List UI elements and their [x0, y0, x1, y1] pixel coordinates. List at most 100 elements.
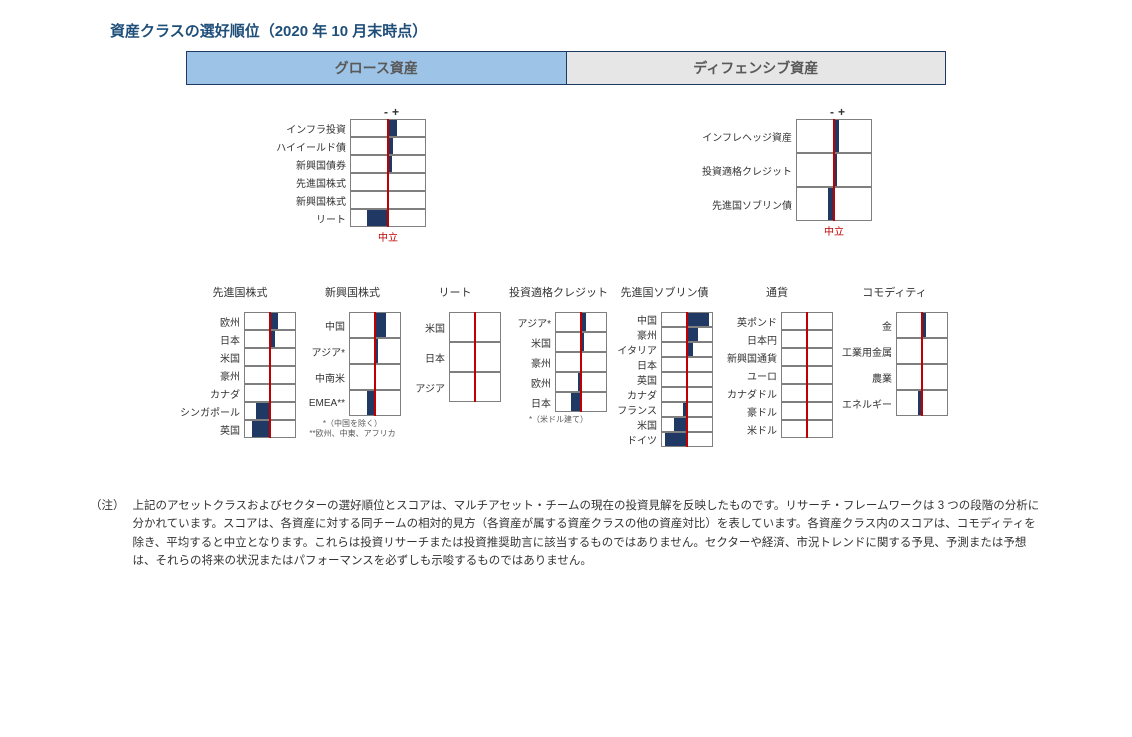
chart-cell-pos: [270, 366, 296, 384]
chart-cell-pos: [687, 357, 713, 372]
chart-cell-neg: [244, 402, 270, 420]
chart-cell-neg: [244, 312, 270, 330]
chart-cell-pos: [475, 312, 501, 342]
neutral-line: [921, 390, 923, 416]
chart-cell-neg: [661, 357, 687, 372]
chart-row: 米国: [409, 312, 501, 342]
neutral-line: [686, 387, 688, 402]
chart-cell-neg: [796, 187, 834, 221]
neutral-line: [921, 338, 923, 364]
chart-cell-pos: [687, 327, 713, 342]
chart-cell-pos: [388, 119, 426, 137]
neutral-line: [686, 312, 688, 327]
bar-negative: [252, 421, 270, 437]
tab-growth: グロース資産: [187, 52, 567, 84]
chart-row-label: 英国: [616, 372, 661, 387]
chart-cell-pos: [270, 348, 296, 366]
chart-cell-neg: [555, 332, 581, 352]
chart-cell-neg: [661, 342, 687, 357]
chart-cell-neg: [781, 348, 807, 366]
chart-row-label: 中国: [616, 312, 661, 327]
sub-chart-title: 新興国株式: [325, 284, 380, 300]
chart-row: 投資適格クレジット: [686, 153, 872, 187]
chart-row-label: アジア: [409, 372, 449, 402]
disclaimer-text: 上記のアセットクラスおよびセクターの選好順位とスコアは、マルチアセット・チームの…: [133, 497, 1043, 571]
neutral-line: [269, 312, 271, 330]
chart-row-label: インフレヘッジ資産: [686, 119, 796, 153]
chart-cell-pos: [270, 420, 296, 438]
chart-row: 先進国株式: [260, 173, 426, 191]
chart-cell-neg: [349, 364, 375, 390]
chart-cell-pos: [807, 420, 833, 438]
chart-cell-neg: [449, 372, 475, 402]
chart-cell-neg: [555, 312, 581, 332]
chart-cell-pos: [687, 432, 713, 447]
chart-row: 英ポンド: [721, 312, 833, 330]
chart-row: 新興国株式: [260, 191, 426, 209]
tab-defensive: ディフェンシブ資産: [567, 52, 946, 84]
chart-row: 豪ドル: [721, 402, 833, 420]
chart-row-label: 中南米: [304, 364, 349, 390]
chart-cell-pos: [687, 372, 713, 387]
neutral-line: [269, 366, 271, 384]
chart-row: 欧州: [510, 372, 607, 392]
chart-row: 豪州: [184, 366, 296, 384]
chart-row-label: カナダ: [616, 387, 661, 402]
bar-positive: [835, 154, 837, 186]
chart-row-label: カナダドル: [721, 384, 781, 402]
chart-cell-pos: [388, 209, 426, 227]
chart-row: 先進国ソブリン債: [686, 187, 872, 221]
neutral-line: [580, 312, 582, 332]
neutral-line: [269, 384, 271, 402]
neutral-line: [269, 402, 271, 420]
chart-cell-pos: [687, 312, 713, 327]
neutral-line: [686, 432, 688, 447]
chart-row: 米国: [510, 332, 607, 352]
chart-row: 豪州: [510, 352, 607, 372]
sub-chart: コモディティ金工業用金属農業エネルギー: [841, 284, 948, 416]
neutral-line: [269, 330, 271, 348]
chart-cell-pos: [270, 312, 296, 330]
chart-cell-neg: [661, 387, 687, 402]
chart-row-label: 豪州: [510, 352, 555, 372]
chart-cell-pos: [834, 153, 872, 187]
sub-chart: 先進国ソブリン債中国豪州イタリア日本英国カナダフランス米国ドイツ: [616, 284, 713, 447]
chart-cell-pos: [375, 390, 401, 416]
chart-row-label: イタリア: [616, 342, 661, 357]
bar-negative: [367, 210, 388, 226]
chart-cell-neg: [781, 366, 807, 384]
chart-cell-neg: [244, 420, 270, 438]
chart-row: シンガポール: [184, 402, 296, 420]
chart-row-label: 投資適格クレジット: [686, 153, 796, 187]
chart-cell-neg: [781, 420, 807, 438]
chart-row-label: シンガポール: [184, 402, 244, 420]
bar-positive: [271, 313, 278, 329]
chart-cell-pos: [807, 312, 833, 330]
neutral-line: [387, 173, 389, 191]
chart-cell-neg: [244, 348, 270, 366]
chart-cell-neg: [796, 119, 834, 153]
neutral-line: [806, 402, 808, 420]
chart-row-label: 日本: [616, 357, 661, 372]
sub-charts-container: 先進国株式欧州日本米国豪州カナダシンガポール英国新興国株式中国アジア*中南米EM…: [50, 284, 1082, 447]
chart-cell-neg: [896, 312, 922, 338]
sub-chart-footnote: *（中国を除く）**欧州、中東、アフリカ: [309, 419, 395, 438]
chart-cell-neg: [244, 330, 270, 348]
chart-row: 日本: [409, 342, 501, 372]
chart-row: 日本: [184, 330, 296, 348]
chart-row-label: ユーロ: [721, 366, 781, 384]
chart-cell-neg: [781, 312, 807, 330]
chart-row-label: 工業用金属: [841, 338, 896, 364]
chart-row: 中国: [304, 312, 401, 338]
neutral-line: [387, 137, 389, 155]
page-title: 資産クラスの選好順位（2020 年 10 月末時点）: [110, 20, 1082, 41]
neutral-line: [833, 153, 835, 187]
chart-row-label: カナダ: [184, 384, 244, 402]
chart-row: 豪州: [616, 327, 713, 342]
chart-row-label: 米ドル: [721, 420, 781, 438]
chart-cell-pos: [687, 402, 713, 417]
chart-row-label: 新興国債券: [260, 155, 350, 173]
chart-cell-pos: [922, 390, 948, 416]
neutral-line: [806, 348, 808, 366]
chart-row-label: 先進国ソブリン債: [686, 187, 796, 221]
